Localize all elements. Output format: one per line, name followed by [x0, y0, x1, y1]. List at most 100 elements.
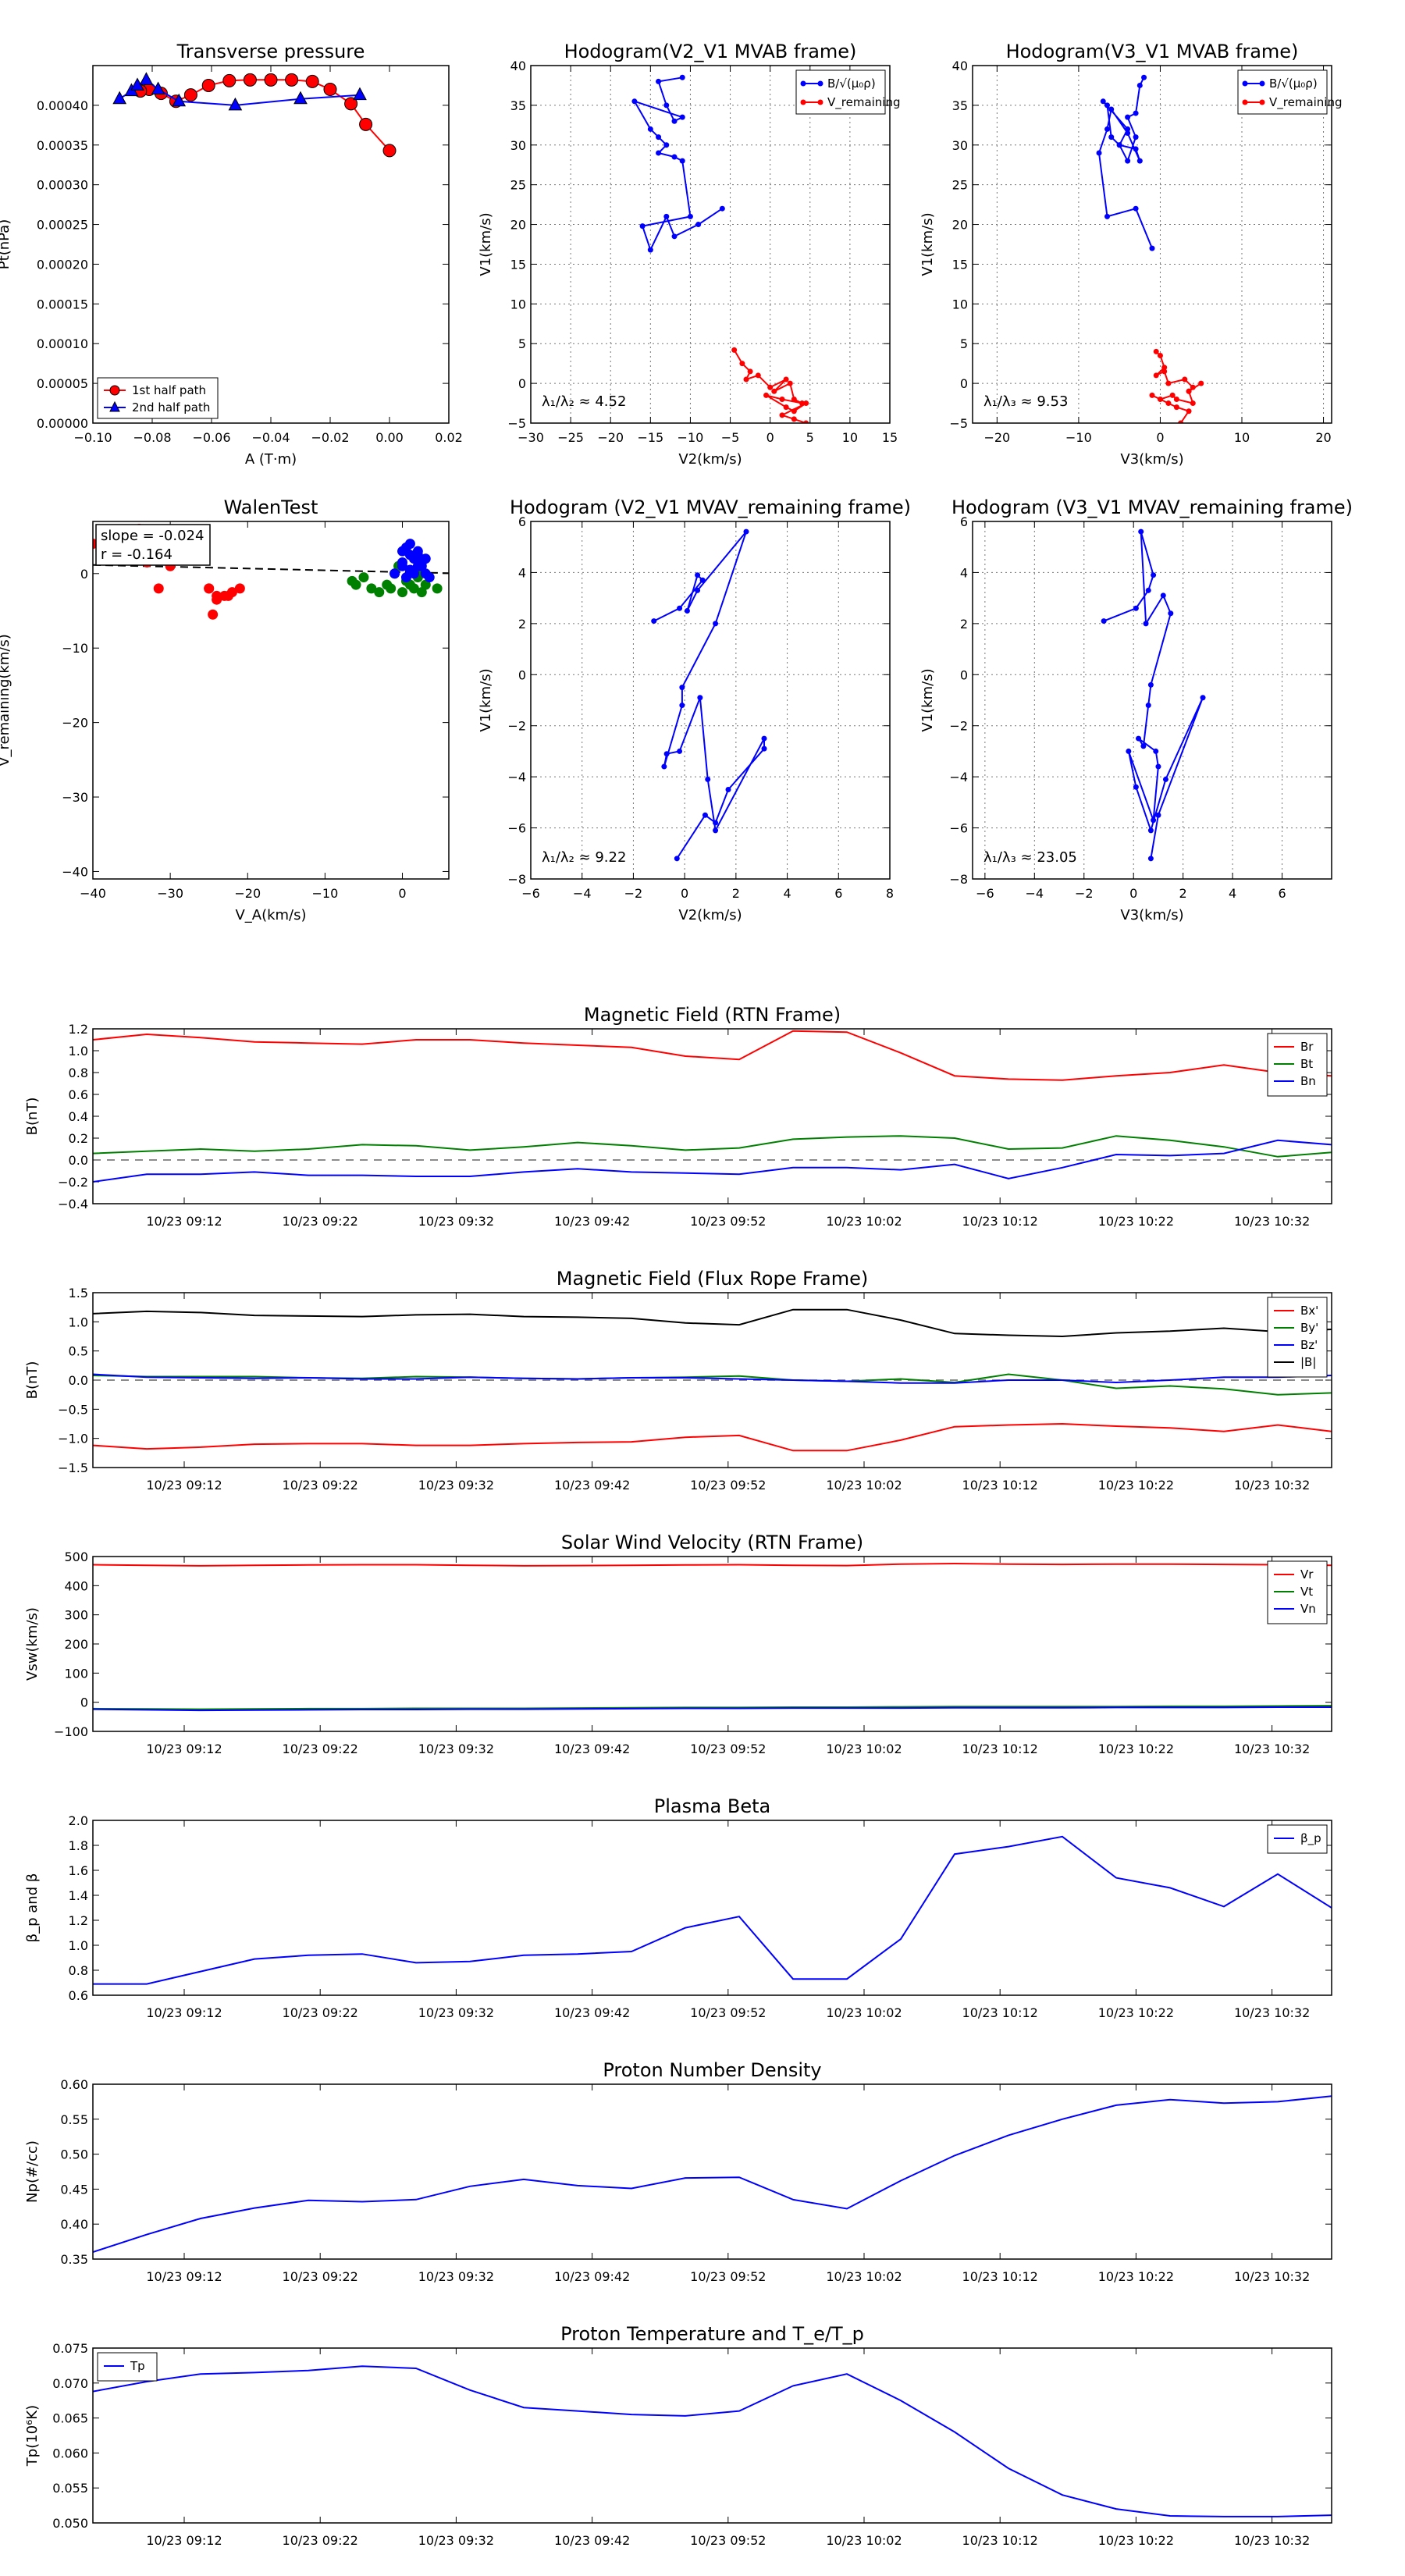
data-point — [656, 134, 662, 141]
y-tick-label: 1.2 — [69, 1022, 88, 1037]
time-tick-label: 10/23 09:32 — [418, 2269, 494, 2284]
x-tick-label: 6 — [1278, 886, 1286, 901]
y-tick-label: 300 — [64, 1608, 88, 1623]
time-tick-label: 10/23 10:32 — [1234, 1742, 1310, 1756]
data-point — [747, 368, 753, 375]
data-point — [687, 213, 693, 219]
y-axis-label: Vsw(km/s) — [24, 1607, 41, 1681]
data-point — [1153, 348, 1159, 354]
y-tick-label: −0.5 — [58, 1402, 88, 1417]
time-tick-label: 10/23 10:12 — [962, 1478, 1038, 1493]
y-tick-label: 0.00010 — [37, 336, 88, 351]
y-tick-label: −1.0 — [58, 1432, 88, 1446]
plot-area — [631, 74, 809, 423]
data-point — [787, 380, 793, 386]
data-point — [695, 587, 701, 593]
fit-annotation-box — [95, 524, 211, 566]
data-point — [1125, 114, 1131, 120]
data-point — [1151, 572, 1157, 578]
eigenvalue-ratio-annotation: λ₁/λ₃ ≈ 23.05 — [984, 849, 1077, 866]
data-point — [201, 78, 215, 92]
data-point — [639, 223, 646, 229]
data-point — [1143, 621, 1149, 627]
data-point — [1157, 396, 1163, 402]
data-point — [234, 583, 245, 594]
time-tick-label: 10/23 09:32 — [418, 1214, 494, 1229]
y-tick-label: −5 — [949, 416, 968, 431]
y-tick-label: 25 — [510, 178, 526, 193]
data-point — [791, 416, 797, 422]
x-tick-label: 2 — [1179, 886, 1187, 901]
y-tick-label: 0.60 — [60, 2077, 88, 2092]
y-axis-label: Pt(nPa) — [0, 219, 12, 269]
y-tick-label: 10 — [952, 297, 968, 311]
y-tick-label: 15 — [510, 257, 526, 272]
legend-box — [1237, 69, 1328, 115]
data-point — [803, 400, 809, 407]
y-tick-label: −20 — [62, 716, 88, 731]
y-tick-label: −6 — [507, 821, 526, 836]
data-point — [1151, 817, 1157, 824]
data-point — [1161, 365, 1168, 371]
data-point — [374, 587, 385, 598]
y-tick-label: 0.060 — [52, 2446, 88, 2460]
data-point — [1168, 610, 1174, 617]
y-tick-label: 40 — [952, 59, 968, 73]
time-tick-label: 10/23 09:12 — [146, 1742, 222, 1756]
time-tick-label: 10/23 10:22 — [1098, 2269, 1174, 2284]
y-axis-label: V1(km/s) — [478, 668, 494, 731]
chart-tp: 0.050 0.055 0.060 0.065 0.070 0.075 10/23 09:1… — [24, 2323, 1332, 2548]
plot-area — [93, 2095, 1332, 2253]
series-line — [140, 79, 390, 151]
data-point — [697, 695, 703, 701]
series-line — [93, 1373, 1332, 1384]
series-line — [93, 1139, 1332, 1183]
time-tick-label: 10/23 10:32 — [1234, 1214, 1310, 1229]
data-point — [647, 247, 653, 253]
data-point — [705, 776, 711, 782]
legend-label: 1st half path — [132, 383, 206, 397]
time-tick-label: 10/23 10:22 — [1098, 1742, 1174, 1756]
data-point — [671, 154, 678, 160]
time-tick-label: 10/23 10:12 — [962, 2533, 1038, 2548]
y-tick-label: 0 — [960, 667, 968, 682]
data-point — [397, 587, 408, 598]
data-point — [1136, 735, 1142, 742]
data-point — [1190, 384, 1196, 390]
y-tick-label: 0.075 — [52, 2341, 88, 2356]
y-tick-label: 1.0 — [69, 1938, 88, 1953]
data-point — [293, 91, 308, 105]
data-point — [1133, 205, 1139, 212]
legend-marker — [800, 80, 806, 87]
x-tick-label: −0.10 — [73, 430, 112, 445]
data-point — [386, 583, 397, 594]
time-tick-label: 10/23 09:22 — [283, 1478, 358, 1493]
time-tick-label: 10/23 09:42 — [554, 2005, 630, 2020]
x-axis-label: V2(km/s) — [678, 907, 742, 923]
data-point — [679, 685, 685, 691]
y-tick-label: 0.00020 — [37, 257, 88, 272]
y-tick-label: −4 — [949, 770, 968, 785]
data-point — [1133, 605, 1139, 611]
y-tick-label: 0.40 — [60, 2217, 88, 2232]
y-tick-label: 1.4 — [69, 1888, 88, 1903]
y-axis-label: B(nT) — [24, 1098, 41, 1136]
x-tick-label: 0.00 — [375, 430, 404, 445]
y-tick-label: 0.00030 — [37, 178, 88, 193]
data-point — [803, 420, 809, 423]
x-axis-label: V2(km/s) — [678, 451, 742, 468]
y-tick-label: 0.8 — [69, 1066, 88, 1080]
data-point — [771, 388, 777, 394]
time-tick-label: 10/23 09:12 — [146, 1214, 222, 1229]
x-tick-label: 2 — [732, 886, 740, 901]
y-tick-label: 100 — [64, 1666, 88, 1681]
legend-marker — [1259, 99, 1265, 105]
data-point — [713, 827, 719, 834]
chart-title: Magnetic Field (Flux Rope Frame) — [557, 1268, 868, 1290]
data-point — [1153, 372, 1159, 379]
plot-area — [93, 1835, 1332, 1985]
legend-label: Br — [1300, 1040, 1314, 1054]
series-line — [653, 531, 765, 859]
chart-title: Hodogram(V2_V1 MVAB frame) — [564, 41, 857, 62]
y-tick-label: 200 — [64, 1637, 88, 1652]
